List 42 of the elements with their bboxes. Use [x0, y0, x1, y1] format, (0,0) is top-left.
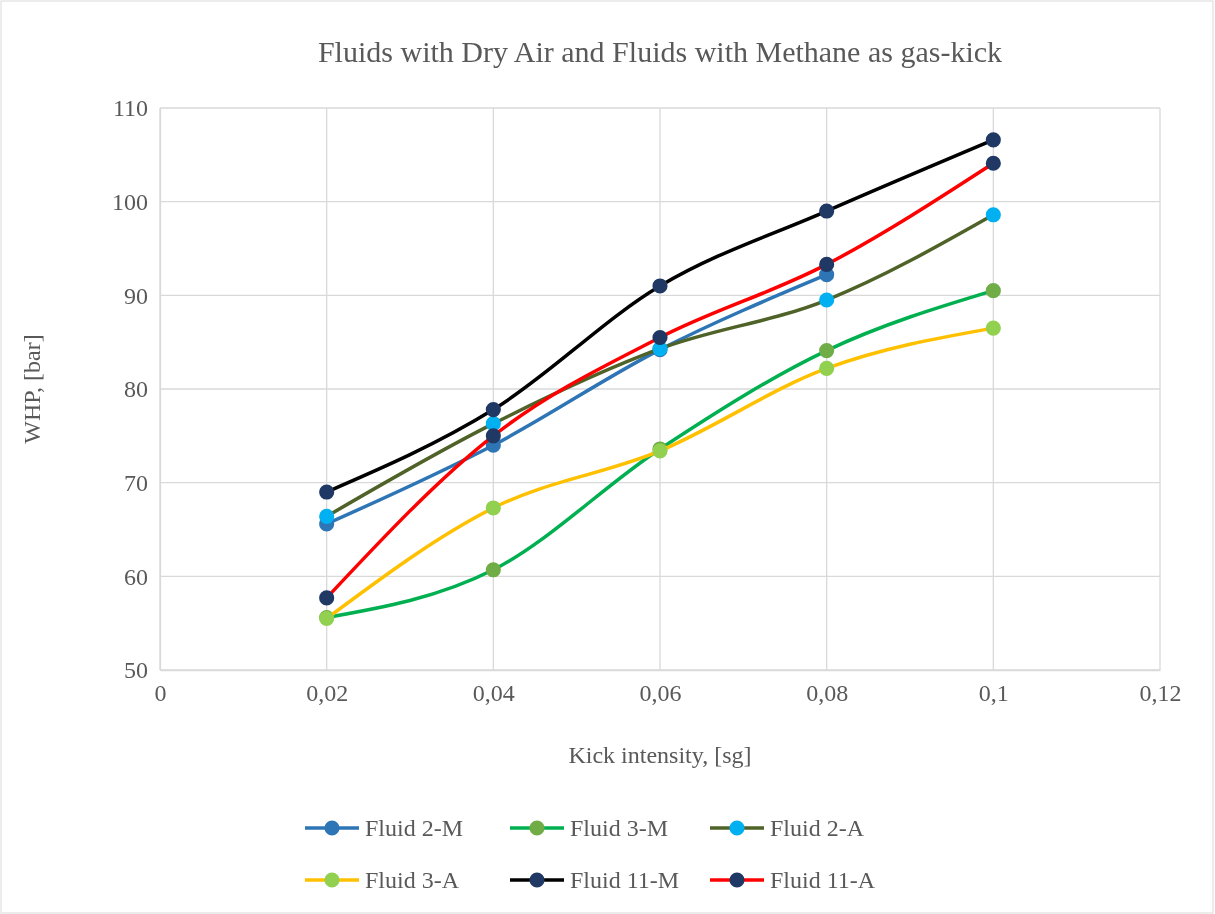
point — [652, 278, 668, 294]
point — [485, 428, 501, 444]
point — [485, 402, 501, 418]
x-tick-label: 0,04 — [472, 680, 515, 707]
point — [319, 484, 335, 500]
y-axis-title: WHP, [bar] — [19, 334, 45, 444]
x-tick-label: 0 — [154, 680, 167, 707]
x-tick-label: 0,06 — [639, 680, 682, 707]
point — [985, 155, 1001, 171]
point — [985, 207, 1001, 223]
legend-label: Fluid 11-A — [770, 867, 876, 893]
x-tick-label: 0,02 — [306, 680, 349, 707]
legend-label: Fluid 2-M — [365, 815, 464, 841]
legend-label: Fluid 3-A — [365, 867, 460, 893]
y-tick-label: 90 — [124, 282, 148, 309]
y-tick-label: 50 — [124, 657, 148, 684]
point — [819, 256, 835, 272]
x-tick-label: 0,12 — [1139, 680, 1182, 707]
point — [985, 320, 1001, 336]
point — [319, 590, 335, 606]
legend-label: Fluid 3-M — [570, 815, 669, 841]
x-axis-title: Kick intensity, [sg] — [568, 742, 752, 768]
point — [485, 500, 501, 516]
x-tick-label: 0,1 — [978, 680, 1009, 707]
point — [985, 283, 1001, 299]
y-tick-label: 60 — [124, 563, 148, 590]
legend-label: Fluid 2-A — [770, 815, 865, 841]
point — [819, 343, 835, 359]
y-tick-label: 80 — [124, 376, 148, 403]
point — [319, 508, 335, 524]
point — [985, 132, 1001, 148]
y-tick-label: 100 — [112, 188, 148, 215]
point — [652, 329, 668, 346]
y-tick-label: 110 — [112, 95, 148, 122]
point — [485, 562, 501, 578]
legend-label: Fluid 11-M — [570, 867, 680, 893]
point — [819, 203, 835, 219]
point — [819, 292, 835, 308]
x-tick-label: 0,08 — [806, 680, 849, 707]
y-tick-label: 70 — [124, 469, 148, 496]
chart-title: Fluids with Dry Air and Fluids with Methane as gas-kick — [317, 35, 1003, 68]
point — [819, 360, 835, 376]
